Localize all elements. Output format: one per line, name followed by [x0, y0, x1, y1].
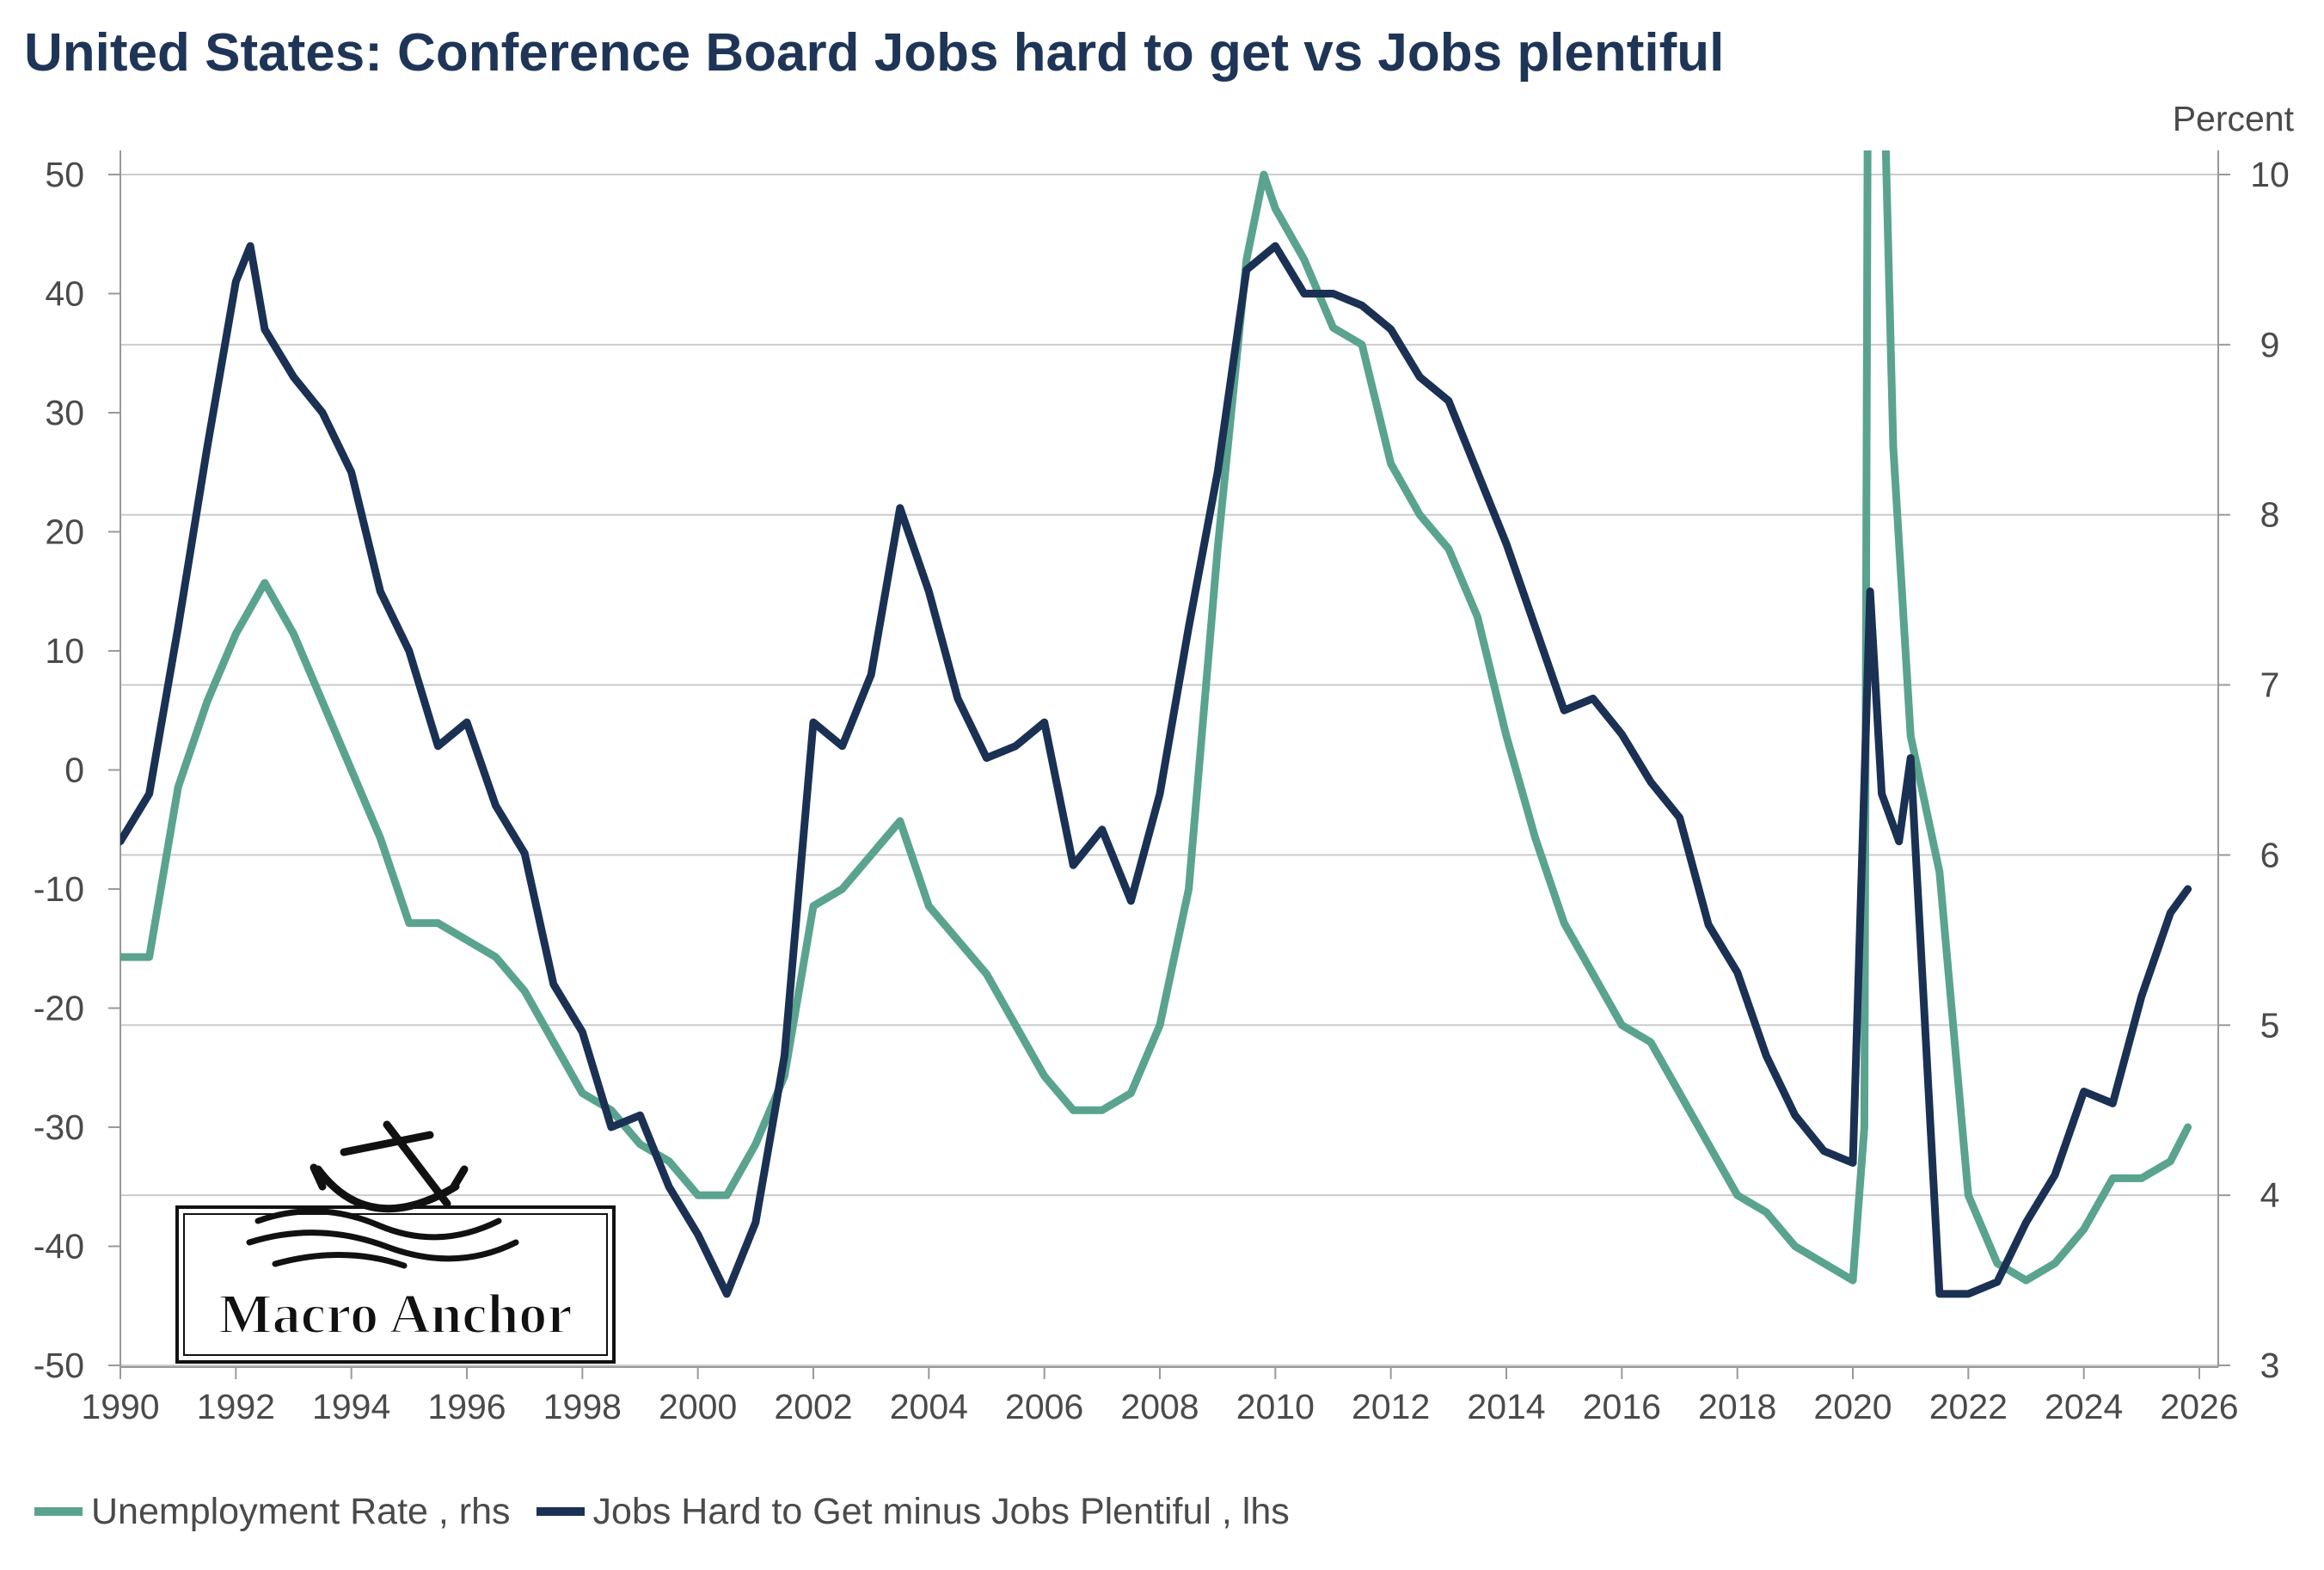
- x-tick-label: 2022: [1929, 1387, 2008, 1426]
- x-tick-label: 2024: [2045, 1387, 2123, 1426]
- legend-label-jobs-diff: Jobs Hard to Get minus Jobs Plentiful , …: [592, 1490, 1290, 1532]
- x-tick-label: 1994: [312, 1387, 390, 1426]
- series-line-jobs-hard-minus-plentiful: [120, 242, 2192, 1298]
- legend-label-unemployment: Unemployment Rate , rhs: [91, 1490, 511, 1532]
- grid-layer: [120, 174, 2218, 1366]
- axis-layer: [120, 150, 2219, 1368]
- left-axis-ticks: 50 40 30 20 10 0 -10 -20 -30 -40 -50: [34, 155, 120, 1385]
- x-tick-label: 1990: [81, 1387, 159, 1426]
- x-tick-label: 2014: [1467, 1387, 1545, 1426]
- right-axis-unit: Percent: [2173, 99, 2295, 138]
- x-axis-ticks: 1990 1992 1994 1996 1998 2000 2002 2004 2006 2008…: [81, 1367, 2239, 1426]
- legend: Unemployment Rate , rhs Jobs Hard to Get…: [34, 1486, 1315, 1537]
- x-tick-label: 2006: [1005, 1387, 1083, 1426]
- x-tick-label: 2016: [1583, 1387, 1661, 1426]
- logo-text: Macro Anchor: [218, 1283, 572, 1346]
- legend-swatch-unemployment: [34, 1507, 83, 1516]
- chart-title: United States: Conference Board Jobs har…: [24, 23, 1725, 83]
- x-tick-label: 2010: [1236, 1387, 1315, 1426]
- x-tick-label: 2002: [774, 1387, 852, 1426]
- left-tick-label: -20: [34, 989, 84, 1028]
- x-tick-label: 1992: [197, 1387, 275, 1426]
- left-tick-label: 0: [64, 751, 84, 790]
- left-tick-label: -10: [34, 869, 84, 909]
- left-tick-label: -40: [34, 1227, 84, 1266]
- right-tick-label: 9: [2260, 325, 2280, 365]
- x-tick-label: 2000: [659, 1387, 737, 1426]
- left-tick-label: 30: [45, 393, 84, 432]
- x-tick-label: 2026: [2160, 1387, 2238, 1426]
- x-tick-label: 1998: [543, 1387, 622, 1426]
- right-tick-label: 3: [2260, 1346, 2280, 1385]
- x-tick-label: 2018: [1698, 1387, 1776, 1426]
- x-tick-label: 2020: [1813, 1387, 1892, 1426]
- legend-item-jobs-diff: Jobs Hard to Get minus Jobs Plentiful , …: [536, 1490, 1290, 1533]
- series-layer: [120, 150, 2192, 1298]
- left-tick-label: -30: [34, 1107, 84, 1147]
- right-tick-label: 6: [2260, 835, 2280, 874]
- left-tick-label: 50: [45, 155, 84, 194]
- right-tick-label: 5: [2260, 1005, 2280, 1045]
- legend-swatch-jobs-diff: [536, 1507, 585, 1516]
- anchor-icon: [310, 1120, 469, 1213]
- left-tick-label: 10: [45, 631, 84, 671]
- legend-item-unemployment: Unemployment Rate , rhs: [34, 1491, 511, 1533]
- left-tick-label: 40: [45, 274, 84, 314]
- right-axis-ticks: 10 9 8 7 6 5 4 3: [2218, 155, 2290, 1385]
- right-tick-label: 8: [2260, 495, 2280, 535]
- series-line-unemployment-rate: [120, 150, 2192, 1285]
- right-tick-label: 4: [2260, 1175, 2280, 1215]
- x-tick-label: 2008: [1120, 1387, 1199, 1426]
- right-tick-label: 7: [2260, 665, 2280, 705]
- left-tick-label: -50: [34, 1346, 84, 1385]
- right-tick-label: 10: [2250, 155, 2290, 194]
- left-tick-label: 20: [45, 512, 84, 552]
- x-tick-label: 1996: [427, 1387, 506, 1426]
- macro-anchor-logo: Macro Anchor: [172, 1118, 619, 1367]
- x-tick-label: 2004: [890, 1387, 968, 1426]
- x-tick-label: 2012: [1352, 1387, 1430, 1426]
